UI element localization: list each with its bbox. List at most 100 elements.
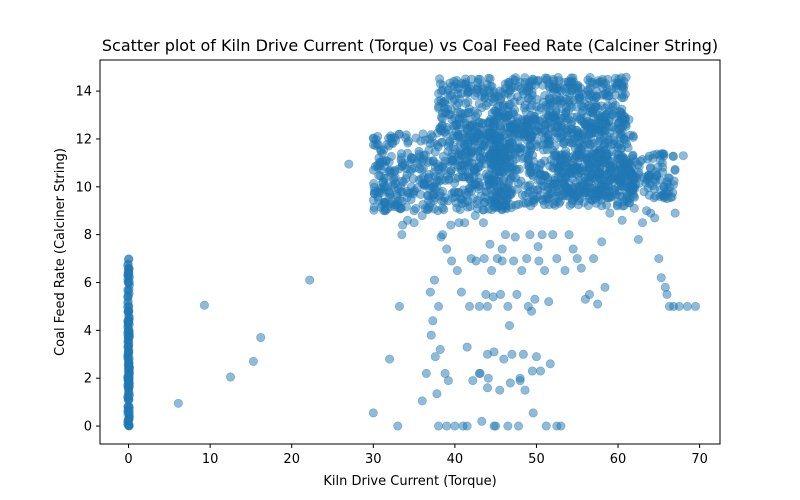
data-point [123, 354, 133, 364]
data-point [483, 373, 493, 383]
data-point [567, 86, 577, 96]
data-point [540, 266, 550, 276]
data-point [450, 192, 460, 202]
data-point [372, 187, 382, 197]
data-point [568, 112, 578, 122]
y-tick-label: 6 [84, 276, 92, 291]
data-point [493, 112, 503, 122]
data-point [465, 301, 475, 311]
data-point [472, 85, 482, 95]
data-point [584, 130, 594, 140]
data-point [408, 174, 418, 184]
x-axis: 0 10 20 30 40 50 60 70 [124, 444, 708, 467]
data-point [442, 421, 452, 431]
data-point [515, 376, 525, 386]
data-point [406, 166, 416, 176]
data-point [654, 254, 664, 264]
data-point [394, 301, 404, 311]
data-point [530, 294, 540, 304]
data-point [433, 206, 443, 216]
data-point [516, 176, 526, 186]
data-point [536, 158, 546, 168]
data-point [614, 118, 624, 128]
data-point [594, 168, 604, 178]
data-point [572, 150, 582, 160]
data-point [402, 193, 412, 203]
data-point [446, 220, 456, 230]
data-point [601, 112, 611, 122]
data-point [394, 129, 404, 139]
data-point [438, 85, 448, 95]
data-point [564, 230, 574, 240]
data-point [447, 115, 457, 125]
data-point [123, 277, 133, 287]
data-point [545, 359, 555, 369]
data-point [542, 75, 552, 85]
y-tick-label: 12 [75, 132, 92, 147]
data-point [533, 242, 543, 252]
data-point [520, 152, 530, 162]
data-point [560, 111, 570, 121]
data-point [662, 289, 672, 299]
data-point [639, 187, 649, 197]
data-point [552, 254, 562, 264]
data-point [460, 218, 470, 228]
data-point [484, 170, 494, 180]
data-point [525, 141, 535, 151]
data-point [462, 126, 472, 136]
data-point [513, 113, 523, 123]
data-point [478, 218, 488, 228]
data-point [566, 77, 576, 87]
data-point [532, 126, 542, 136]
data-point [378, 177, 388, 187]
data-point [554, 193, 564, 203]
data-point [474, 368, 484, 378]
data-point [417, 165, 427, 175]
data-point [509, 256, 519, 266]
data-point [477, 416, 487, 426]
data-point [124, 374, 134, 384]
x-tick-label: 60 [610, 452, 627, 467]
data-point [669, 176, 679, 186]
data-point [419, 180, 429, 190]
data-point [597, 237, 607, 247]
data-point [503, 421, 513, 431]
data-point [642, 174, 652, 184]
data-point [580, 119, 590, 129]
data-point [375, 158, 385, 168]
data-point [438, 230, 448, 240]
data-point [393, 421, 403, 431]
data-point [545, 99, 555, 109]
data-point [572, 254, 582, 264]
data-point [512, 289, 522, 299]
data-point [431, 177, 441, 187]
data-point [437, 98, 447, 108]
data-point [495, 385, 505, 395]
data-point [429, 195, 439, 205]
data-point [373, 131, 383, 141]
data-point [493, 183, 503, 193]
data-point [530, 112, 540, 122]
data-point [560, 266, 570, 276]
data-point [597, 201, 607, 211]
data-point [446, 105, 456, 115]
data-point [463, 108, 473, 118]
data-point [544, 297, 554, 307]
data-point [418, 129, 428, 139]
data-point [644, 151, 654, 161]
data-point [503, 110, 513, 120]
data-point [476, 154, 486, 164]
data-point [585, 161, 595, 171]
data-point [610, 78, 620, 88]
data-point [462, 157, 472, 167]
data-point [559, 139, 569, 149]
data-point [485, 239, 495, 249]
data-point [123, 415, 133, 425]
data-point [425, 287, 435, 297]
data-point [471, 256, 481, 266]
data-point [674, 301, 684, 311]
data-point [668, 151, 678, 161]
data-point [600, 154, 610, 164]
data-point [472, 199, 482, 209]
data-point [380, 198, 390, 208]
